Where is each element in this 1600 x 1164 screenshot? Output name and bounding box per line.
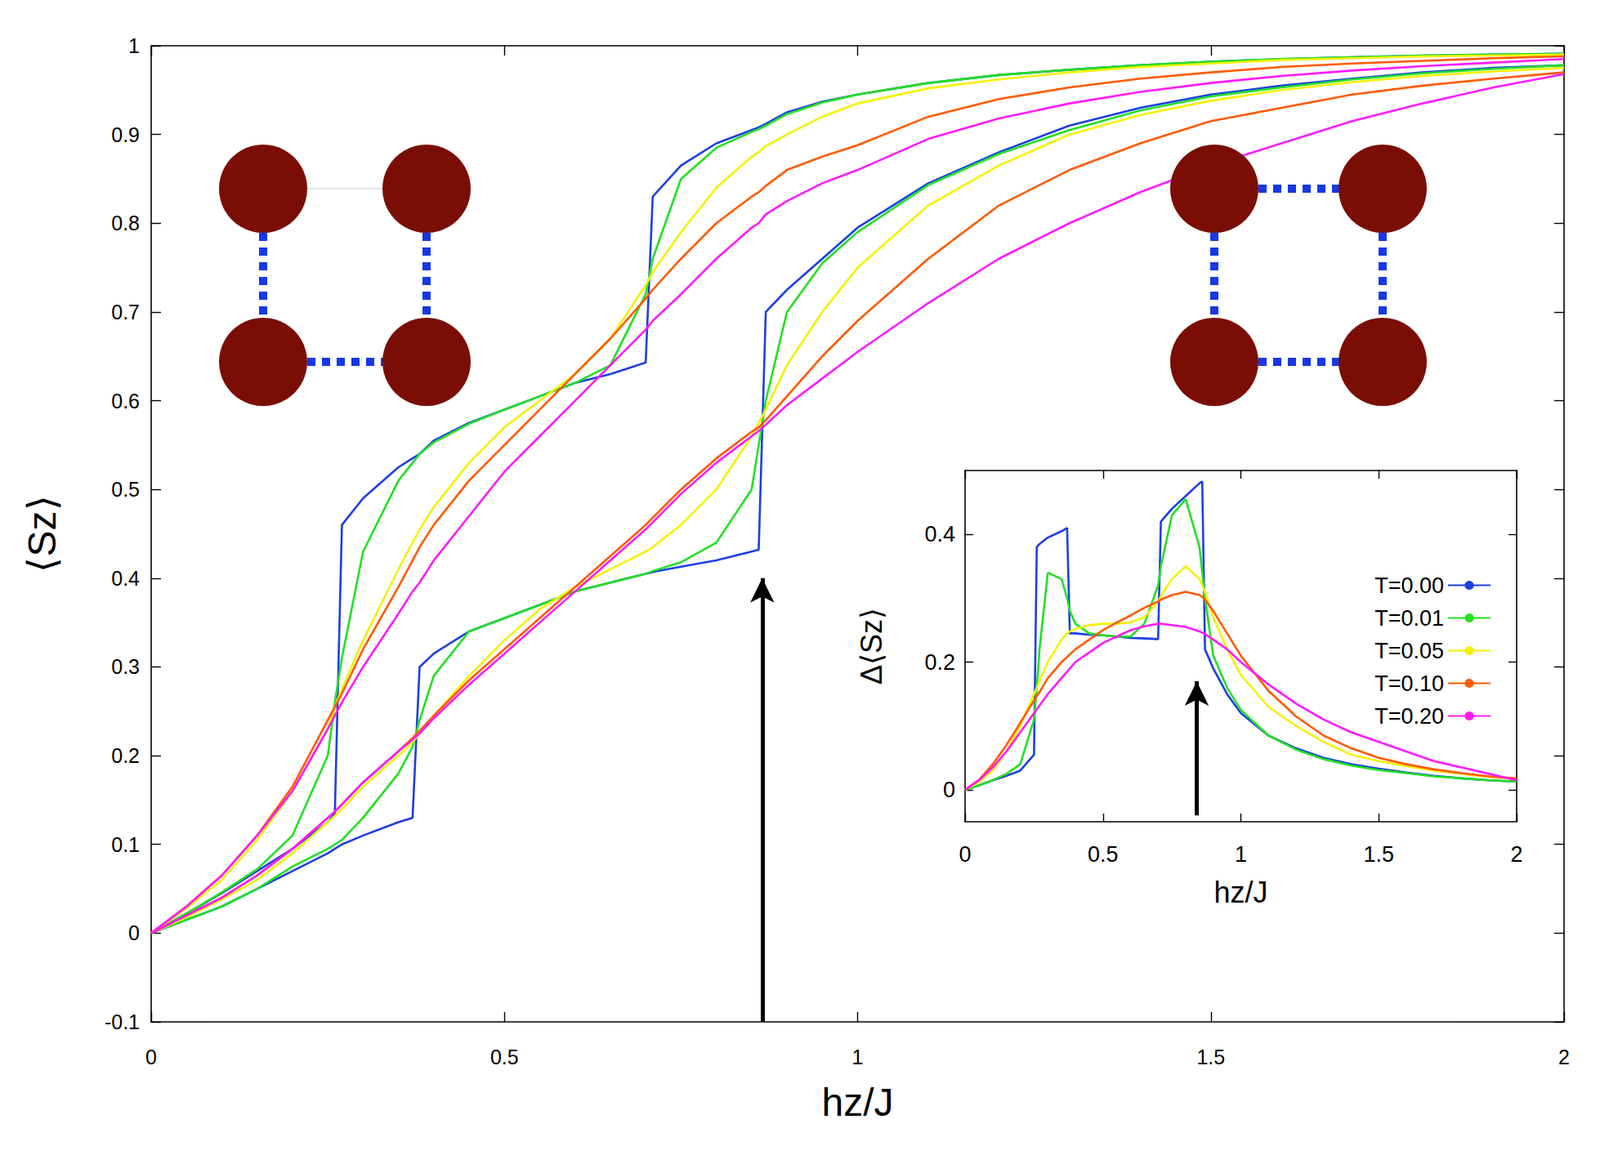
svg-text:0.4: 0.4 <box>111 567 140 590</box>
svg-text:0: 0 <box>958 842 971 868</box>
svg-text:T=0.00: T=0.00 <box>1374 573 1444 599</box>
svg-text:0.5: 0.5 <box>490 1045 519 1069</box>
svg-text:1: 1 <box>852 1045 864 1069</box>
svg-text:0: 0 <box>943 777 956 803</box>
svg-text:0.3: 0.3 <box>111 655 140 679</box>
svg-text:0.7: 0.7 <box>111 300 140 324</box>
svg-text:0: 0 <box>128 921 140 945</box>
svg-text:T=0.05: T=0.05 <box>1374 639 1444 664</box>
svg-text:0.5: 0.5 <box>1087 842 1119 868</box>
svg-text:0.2: 0.2 <box>111 744 140 768</box>
svg-text:T=0.20: T=0.20 <box>1374 704 1444 729</box>
svg-text:hz/J: hz/J <box>821 1081 894 1125</box>
svg-text:1.5: 1.5 <box>1363 842 1395 868</box>
svg-text:T=0.01: T=0.01 <box>1374 606 1444 631</box>
svg-text:1: 1 <box>128 34 140 58</box>
svg-text:0: 0 <box>145 1045 157 1069</box>
svg-text:-0.1: -0.1 <box>104 1010 140 1034</box>
svg-text:0.9: 0.9 <box>111 123 140 147</box>
svg-text:0.8: 0.8 <box>111 211 140 235</box>
svg-text:Δ⟨Sz⟩: Δ⟨Sz⟩ <box>854 607 889 685</box>
svg-text:⟨Sz⟩: ⟨Sz⟩ <box>20 495 64 573</box>
svg-text:1.5: 1.5 <box>1196 1045 1225 1069</box>
svg-text:2: 2 <box>1510 842 1523 868</box>
svg-text:T=0.10: T=0.10 <box>1374 671 1444 697</box>
svg-text:0.1: 0.1 <box>111 833 140 857</box>
svg-text:0.6: 0.6 <box>111 389 140 413</box>
svg-text:2: 2 <box>1558 1045 1570 1069</box>
svg-text:0.4: 0.4 <box>924 522 956 547</box>
svg-text:1: 1 <box>1234 842 1247 868</box>
svg-text:0.5: 0.5 <box>111 478 140 501</box>
svg-text:hz/J: hz/J <box>1213 875 1268 910</box>
svg-text:0.2: 0.2 <box>924 650 956 675</box>
